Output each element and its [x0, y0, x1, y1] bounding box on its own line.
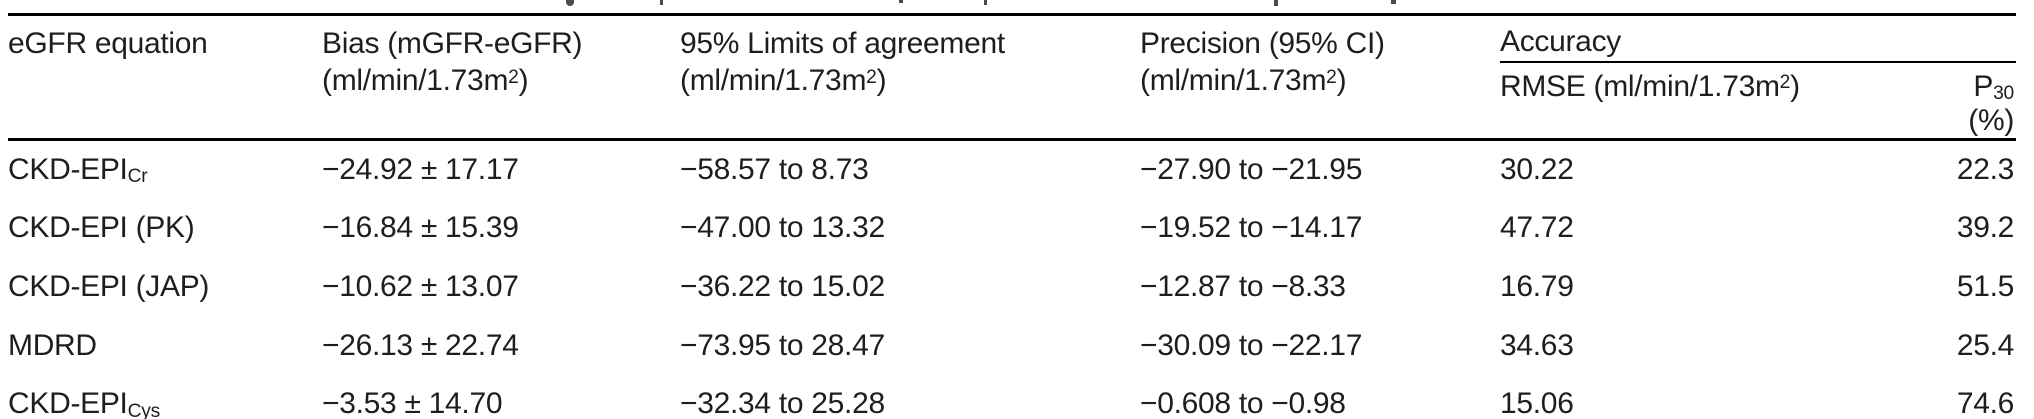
header-bias-title: Bias (mGFR-eGFR)	[322, 27, 583, 60]
rmse-cell: 15.06	[1500, 387, 1574, 419]
bias-cell: −3.53 ± 14.70	[322, 387, 503, 419]
header-precision-title: Precision (95% CI)	[1140, 27, 1385, 60]
bias-cell: −10.62 ± 13.07	[322, 269, 519, 303]
egfr-comparison-table: eGFR equation Bias (mGFR-eGFR) (ml/min/1…	[8, 13, 2017, 419]
bias-cell: −16.84 ± 15.39	[322, 211, 519, 245]
header-bias: Bias (mGFR-eGFR) (ml/min/1.73m2)	[322, 14, 680, 141]
table-row: MDRD −26.13 ± 22.74 −73.95 to 28.47 −30.…	[8, 316, 2016, 375]
table-row: CKD-EPICr −24.92 ± 17.17 −58.57 to 8.73 …	[8, 139, 2016, 199]
loa-cell: −47.00 to 13.32	[680, 211, 885, 245]
cropped-caption-remnant	[566, 0, 574, 6]
precision-cell: −0.608 to −0.98	[1140, 387, 1346, 419]
rmse-cell: 30.22	[1500, 152, 1574, 186]
superscript-2: 2	[866, 66, 877, 88]
header-accuracy-group: Accuracy	[1500, 14, 2017, 63]
equation-cell: CKD-EPI (JAP)	[8, 269, 210, 303]
header-egfr-equation: eGFR equation	[8, 14, 322, 141]
loa-cell: −36.22 to 15.02	[680, 269, 885, 303]
precision-cell: −19.52 to −14.17	[1140, 211, 1363, 245]
header-loa-unit: (ml/min/1.73m2)	[680, 64, 887, 97]
cropped-caption-remnant	[1274, 0, 1278, 6]
header-rmse: RMSE (ml/min/1.73m2)	[1500, 61, 1922, 141]
cropped-caption-remnant	[984, 0, 987, 5]
equation-subscript: Cys	[127, 400, 161, 419]
rmse-cell: 34.63	[1500, 328, 1574, 362]
header-precision-unit: (ml/min/1.73m2)	[1140, 64, 1347, 97]
header-precision: Precision (95% CI) (ml/min/1.73m2)	[1140, 14, 1500, 141]
rmse-cell: 16.79	[1500, 269, 1574, 303]
loa-cell: −58.57 to 8.73	[680, 152, 869, 186]
header-loa-title: 95% Limits of agreement	[680, 27, 1005, 60]
loa-cell: −32.34 to 25.28	[680, 387, 885, 419]
header-accuracy-label: Accuracy	[1500, 25, 1621, 58]
table-row: CKD-EPI (PK) −16.84 ± 15.39 −47.00 to 13…	[8, 199, 2016, 258]
subscript-30: 30	[1993, 82, 2015, 104]
header-p30: P30 (%)	[1922, 61, 2017, 141]
p30-cell: 25.4	[1956, 328, 2015, 362]
p30-cell: 39.2	[1956, 211, 2015, 245]
header-limits-of-agreement: 95% Limits of agreement (ml/min/1.73m2)	[680, 14, 1140, 141]
equation-cell: CKD-EPICr	[8, 152, 148, 188]
cropped-caption-remnant	[1391, 0, 1396, 4]
loa-cell: −73.95 to 28.47	[680, 328, 885, 362]
table-row: CKD-EPICys −3.53 ± 14.70 −32.34 to 25.28…	[8, 375, 2016, 419]
p30-cell: 51.5	[1956, 269, 2015, 303]
precision-cell: −30.09 to −22.17	[1140, 328, 1363, 362]
equation-cell: CKD-EPI (PK)	[8, 211, 195, 245]
bias-cell: −26.13 ± 22.74	[322, 328, 519, 362]
equation-cell: MDRD	[8, 328, 97, 362]
equation-subscript: Cr	[127, 166, 148, 188]
cropped-caption-remnant	[660, 0, 663, 5]
superscript-2: 2	[508, 66, 519, 88]
table-body: CKD-EPICr −24.92 ± 17.17 −58.57 to 8.73 …	[8, 139, 2016, 419]
table-row: CKD-EPI (JAP) −10.62 ± 13.07 −36.22 to 1…	[8, 258, 2016, 317]
header-egfr-equation-label: eGFR equation	[8, 27, 208, 60]
cropped-caption-remnant	[899, 0, 903, 3]
header-bias-unit: (ml/min/1.73m2)	[322, 64, 529, 97]
p30-cell: 74.6	[1956, 387, 2015, 419]
precision-cell: −27.90 to −21.95	[1140, 152, 1363, 186]
precision-cell: −12.87 to −8.33	[1140, 269, 1346, 303]
p30-cell: 22.3	[1956, 152, 2015, 186]
equation-cell: CKD-EPICys	[8, 375, 322, 419]
table-header: eGFR equation Bias (mGFR-eGFR) (ml/min/1…	[8, 14, 2017, 141]
superscript-2: 2	[1779, 72, 1791, 94]
superscript-2: 2	[1326, 66, 1337, 88]
bias-cell: −24.92 ± 17.17	[322, 152, 519, 186]
rmse-cell: 47.72	[1500, 211, 1574, 245]
